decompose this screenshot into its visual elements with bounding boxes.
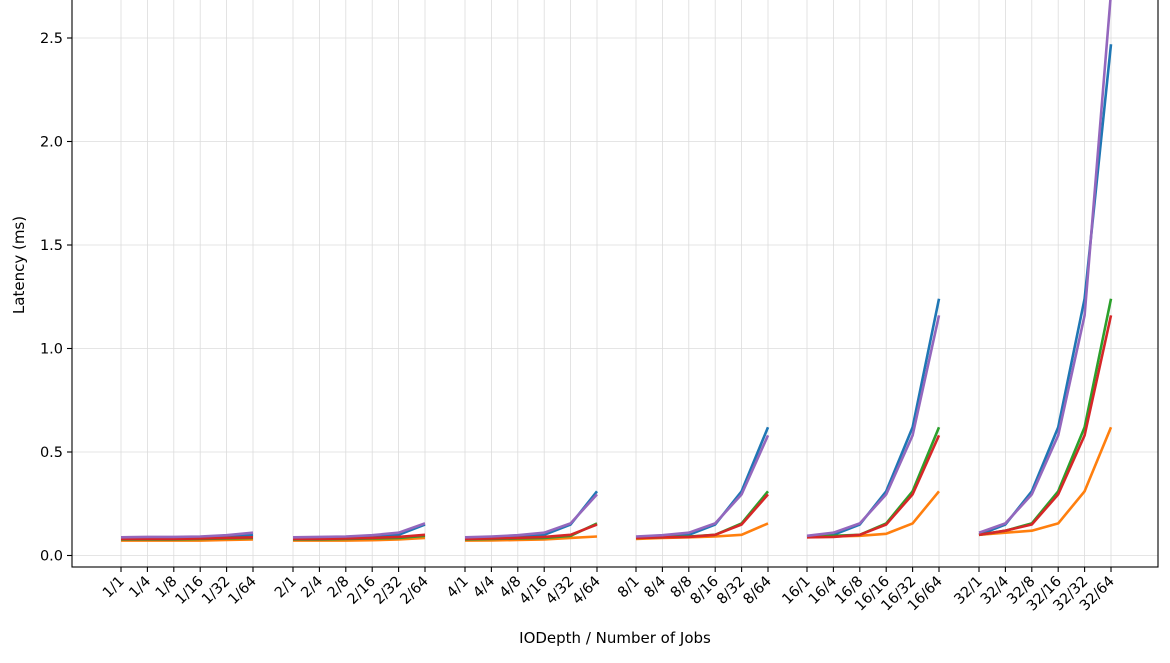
series-layer xyxy=(120,0,1113,542)
x-tick-label: 8/4 xyxy=(641,574,669,602)
series-4-line-group-3 xyxy=(464,523,598,541)
x-axis: 1/11/41/81/161/321/64 2/12/42/82/162/322/… xyxy=(100,567,1118,614)
x-tick-label: 2/4 xyxy=(298,574,326,602)
y-tick-label: 0.0 xyxy=(40,549,63,565)
series-5-line-group-1 xyxy=(120,531,254,539)
x-tick-label: 4/32 xyxy=(543,574,577,608)
series-5-line-group-6 xyxy=(978,0,1112,534)
x-tick-label: 32/4 xyxy=(978,574,1012,608)
x-tick-label: 8/16 xyxy=(688,574,722,608)
x-tick-label: 2/1 xyxy=(272,574,300,602)
x-tick-label: 1/1 xyxy=(100,574,128,602)
plot-frame xyxy=(71,0,1159,568)
x-tick-label: 4/64 xyxy=(569,574,603,608)
grid-layer xyxy=(72,0,1158,567)
series-4-line-group-2 xyxy=(293,533,426,541)
x-tick-label: 1/32 xyxy=(199,574,233,608)
x-tick-label: 2/64 xyxy=(397,574,431,608)
series-3-line-group-6 xyxy=(978,298,1113,537)
x-tick-label: 2/16 xyxy=(345,574,379,608)
x-axis-label: IODepth / Number of Jobs xyxy=(519,629,711,647)
x-tick-label: 16/4 xyxy=(806,574,840,608)
series-4-line-group-4 xyxy=(635,493,769,540)
x-tick-label: 8/64 xyxy=(740,574,774,608)
y-tick-label: 0.5 xyxy=(40,445,63,461)
x-tick-label: 8/32 xyxy=(714,574,748,608)
series-5-line-group-2 xyxy=(292,522,426,539)
series-1-line-group-6 xyxy=(978,44,1113,537)
series-2-line-group-6 xyxy=(978,426,1113,537)
y-axis: 0.0 0.5 1.0 1.5 2.0 2.5 xyxy=(40,31,72,565)
series-2-line-group-3 xyxy=(464,535,598,542)
y-axis-label: Latency (ms) xyxy=(10,216,28,314)
x-tick-label: 2/32 xyxy=(371,574,405,608)
y-tick-label: 2.0 xyxy=(40,135,63,151)
x-tick-label: 8/1 xyxy=(615,574,643,602)
x-tick-label: 4/4 xyxy=(470,574,498,602)
y-tick-label: 1.5 xyxy=(40,238,63,254)
x-tick-label: 1/16 xyxy=(173,574,207,608)
series-1-line-group-5 xyxy=(806,298,941,539)
x-tick-label: 16/1 xyxy=(779,574,813,608)
series-5-line-group-4 xyxy=(635,434,770,538)
x-tick-label: 4/16 xyxy=(517,574,551,608)
x-tick-label: 1/64 xyxy=(225,574,259,608)
y-tick-label: 1.0 xyxy=(40,342,63,358)
series-4-line-group-6 xyxy=(978,315,1113,537)
x-tick-label: 32/1 xyxy=(951,574,985,608)
series-5-line-group-3 xyxy=(464,493,598,539)
series-4-line-group-5 xyxy=(806,434,941,539)
x-tick-label: 4/1 xyxy=(444,574,472,602)
series-5-line-group-5 xyxy=(806,315,941,538)
x-tick-label: 1/4 xyxy=(126,574,154,602)
series-4-line-group-1 xyxy=(121,536,254,541)
y-tick-label: 2.5 xyxy=(40,31,63,47)
